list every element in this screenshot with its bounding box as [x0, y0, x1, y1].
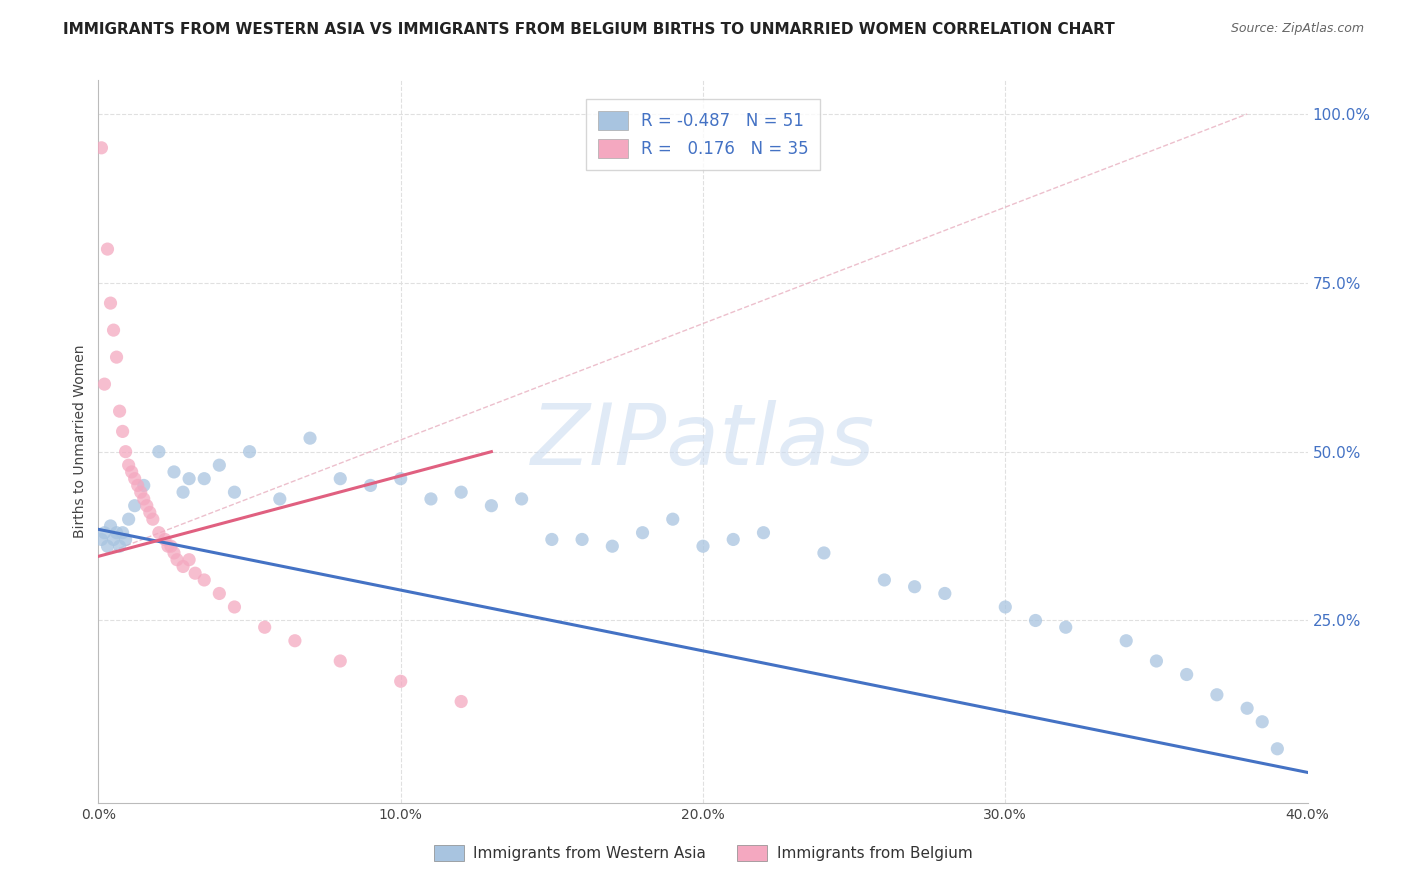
Point — [132, 491, 155, 506]
Text: Source: ZipAtlas.com: Source: ZipAtlas.com — [1230, 22, 1364, 36]
Point — [129, 485, 152, 500]
Point — [631, 525, 654, 540]
Point — [752, 525, 775, 540]
Point — [329, 472, 352, 486]
Point — [1267, 741, 1289, 756]
Point — [193, 472, 215, 486]
Point — [153, 533, 176, 547]
Point — [114, 533, 136, 547]
Point — [111, 425, 134, 439]
Point — [723, 533, 745, 547]
Point — [1054, 620, 1077, 634]
Point — [299, 431, 322, 445]
Point — [142, 512, 165, 526]
Text: IMMIGRANTS FROM WESTERN ASIA VS IMMIGRANTS FROM BELGIUM BIRTHS TO UNMARRIED WOME: IMMIGRANTS FROM WESTERN ASIA VS IMMIGRAN… — [63, 22, 1115, 37]
Point — [93, 525, 115, 540]
Point — [124, 499, 146, 513]
Point — [103, 323, 125, 337]
Point — [420, 491, 443, 506]
Point — [163, 546, 186, 560]
Point — [148, 444, 170, 458]
Point — [904, 580, 927, 594]
Point — [184, 566, 207, 581]
Point — [1144, 654, 1167, 668]
Point — [132, 478, 155, 492]
Point — [1251, 714, 1274, 729]
Y-axis label: Births to Unmarried Women: Births to Unmarried Women — [73, 345, 87, 538]
Point — [135, 499, 157, 513]
Point — [90, 533, 112, 547]
Point — [1024, 614, 1046, 628]
Point — [389, 674, 412, 689]
Point — [179, 472, 201, 486]
Text: ZIPatlas: ZIPatlas — [531, 400, 875, 483]
Point — [239, 444, 262, 458]
Point — [1115, 633, 1137, 648]
Point — [934, 586, 956, 600]
Point — [540, 533, 562, 547]
Point — [166, 552, 188, 566]
Point — [160, 539, 183, 553]
Point — [269, 491, 291, 506]
Point — [208, 458, 231, 472]
Point — [450, 485, 472, 500]
Point — [510, 491, 533, 506]
Point — [111, 525, 134, 540]
Point — [114, 444, 136, 458]
Point — [481, 499, 503, 513]
Point — [127, 478, 149, 492]
Point — [1206, 688, 1229, 702]
Point — [208, 586, 231, 600]
Point — [148, 525, 170, 540]
Point — [661, 512, 683, 526]
Point — [329, 654, 352, 668]
Point — [1175, 667, 1198, 681]
Point — [121, 465, 143, 479]
Point — [450, 694, 472, 708]
Point — [389, 472, 412, 486]
Point — [179, 552, 201, 566]
Point — [172, 559, 194, 574]
Point — [139, 505, 162, 519]
Point — [108, 404, 131, 418]
Point — [118, 512, 141, 526]
Point — [163, 465, 186, 479]
Point — [602, 539, 624, 553]
Point — [100, 296, 122, 310]
Point — [813, 546, 835, 560]
Point — [96, 539, 118, 553]
Point — [224, 599, 246, 614]
Point — [253, 620, 276, 634]
Point — [873, 573, 896, 587]
Point — [284, 633, 307, 648]
Point — [692, 539, 714, 553]
Point — [93, 377, 115, 392]
Point — [108, 539, 131, 553]
Point — [360, 478, 382, 492]
Point — [103, 533, 125, 547]
Point — [156, 539, 179, 553]
Point — [1236, 701, 1258, 715]
Point — [90, 141, 112, 155]
Legend: Immigrants from Western Asia, Immigrants from Belgium: Immigrants from Western Asia, Immigrants… — [427, 839, 979, 867]
Point — [172, 485, 194, 500]
Point — [571, 533, 593, 547]
Point — [224, 485, 246, 500]
Point — [105, 350, 128, 364]
Point — [994, 599, 1017, 614]
Point — [124, 472, 146, 486]
Point — [193, 573, 215, 587]
Point — [96, 242, 118, 256]
Point — [100, 519, 122, 533]
Point — [105, 525, 128, 540]
Point — [118, 458, 141, 472]
